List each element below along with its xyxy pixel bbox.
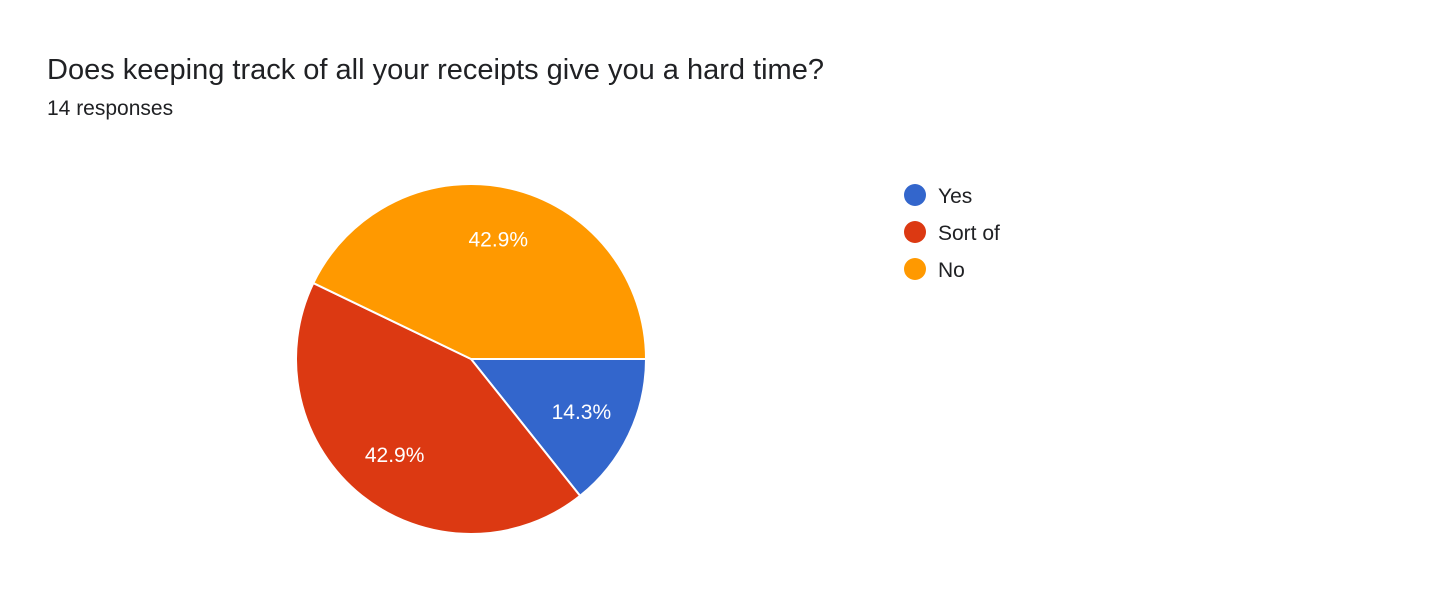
question-title: Does keeping track of all your receipts … [47,54,824,86]
response-count: 14 responses [47,97,174,120]
slice-label-yes: 14.3% [552,401,612,424]
legend-item-sort-of[interactable]: Sort of [904,221,1000,245]
legend-swatch [904,258,926,280]
pie-slices [295,183,648,535]
legend: Yes Sort of No [904,184,1000,282]
legend-label: No [938,259,965,282]
pie-slice-sort-of[interactable] [295,281,582,535]
pie-slice-no[interactable] [311,183,648,360]
legend-item-yes[interactable]: Yes [904,184,972,208]
legend-swatch [904,221,926,243]
pie-slice-labels: 14.3% 42.9% 42.9% [365,229,611,467]
legend-label: Yes [938,185,972,208]
legend-swatch [904,184,926,206]
legend-item-no[interactable]: No [904,258,965,282]
slice-label-no: 42.9% [468,229,528,252]
slice-label-sort-of: 42.9% [365,444,425,467]
legend-label: Sort of [938,222,1000,245]
pie-slice-yes[interactable] [468,358,648,498]
